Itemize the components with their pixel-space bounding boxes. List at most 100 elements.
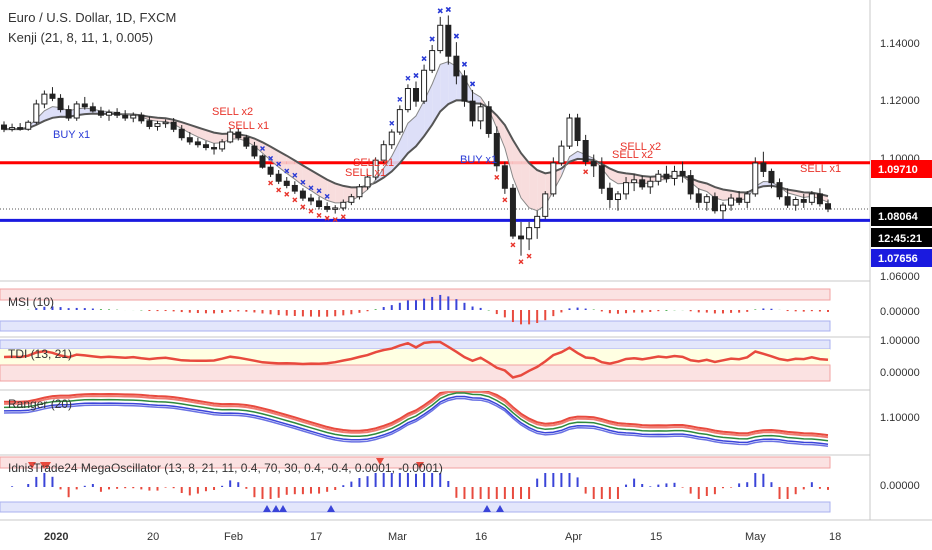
signal-x-marker <box>292 172 298 178</box>
candle-body <box>259 155 266 168</box>
candle <box>550 157 557 197</box>
kenji-band-segment <box>529 163 538 211</box>
candle-body <box>299 190 306 199</box>
signal-x-marker <box>453 33 459 39</box>
candle <box>509 184 516 239</box>
candle-body <box>404 88 411 111</box>
mega-oscillator-label[interactable]: IdnisTrade24 MegaOscillator (13, 8, 21, … <box>8 461 443 475</box>
candle-body <box>445 24 452 57</box>
time-tick: 15 <box>650 531 662 543</box>
signal-x-marker <box>284 168 290 174</box>
signal-label: BUY x1 <box>53 129 90 141</box>
candle <box>106 109 113 121</box>
candle-body <box>752 162 759 195</box>
candle <box>736 191 743 206</box>
signal-x-marker <box>389 120 395 126</box>
signal-x-marker <box>526 253 532 259</box>
kenji-band-segment <box>302 165 311 191</box>
signal-label: SELL x2 <box>612 149 653 161</box>
candle-body <box>485 106 492 134</box>
signal-label: SELL x2 <box>212 106 253 118</box>
svg-text:12:45:21: 12:45:21 <box>878 233 922 245</box>
candle <box>679 161 686 183</box>
candle <box>566 113 573 149</box>
blue-level-badge: 1.07656 <box>871 249 932 267</box>
ranger-band <box>3 395 829 445</box>
candle <box>542 191 549 220</box>
candle <box>768 168 775 189</box>
candle <box>122 110 129 121</box>
candle <box>485 101 492 138</box>
msi-label[interactable]: MSI (10) <box>8 295 54 309</box>
candle-body <box>219 141 226 150</box>
signal-x-marker <box>316 188 322 194</box>
signal-x-marker <box>332 217 338 223</box>
ranger-band <box>3 391 829 437</box>
mega-up-triangle <box>263 505 271 512</box>
signal-x-marker <box>300 179 306 185</box>
candle <box>518 221 525 256</box>
candle-body <box>429 50 436 71</box>
candle-body <box>283 180 290 186</box>
candle-body <box>211 147 218 150</box>
last-price-badge: 1.08064 <box>871 207 932 226</box>
mega-pane <box>0 456 831 513</box>
candle-body <box>493 132 500 167</box>
kenji-band-segment <box>521 153 530 208</box>
msi-pane <box>0 288 831 332</box>
candle-body <box>65 109 72 119</box>
candle-body <box>542 193 549 217</box>
candle-body <box>356 186 363 198</box>
candle-body <box>146 120 153 127</box>
candle-body <box>89 106 96 112</box>
candle-body <box>776 182 783 198</box>
ranger-label[interactable]: Ranger (20) <box>8 397 72 411</box>
kenji-indicator-label[interactable]: Kenji (21, 8, 11, 1, 0.005) <box>8 30 153 45</box>
signal-x-marker <box>421 56 427 62</box>
msi-axis-tick: 0.00000 <box>880 306 920 318</box>
kenji-band-segment <box>416 100 425 147</box>
time-axis[interactable]: 2020 20 Feb 17 Mar 16 Apr 15 May 18 <box>44 531 841 543</box>
signal-x-marker <box>510 242 516 248</box>
candle <box>81 96 88 110</box>
candle-body <box>122 114 129 119</box>
candle <box>647 177 654 194</box>
candle-body <box>421 69 428 102</box>
price-tick: 1.14000 <box>880 38 920 50</box>
kenji-band-segment <box>617 172 627 184</box>
candle <box>114 108 121 119</box>
candle-body <box>695 193 702 203</box>
candle-body <box>97 110 104 116</box>
red-level-badge: 1.09710 <box>871 160 932 178</box>
signal-label: SELL x1 <box>800 163 841 175</box>
signal-x-marker <box>340 214 346 220</box>
candle <box>332 205 339 214</box>
candle <box>154 120 161 131</box>
candle-body <box>534 215 541 229</box>
symbol-title[interactable]: Euro / U.S. Dollar, 1D, FXCM <box>8 10 176 25</box>
candle <box>614 191 621 211</box>
signal-x-marker <box>324 193 330 199</box>
candle-body <box>808 193 815 203</box>
signal-x-marker <box>308 208 314 214</box>
svg-text:1.09710: 1.09710 <box>878 164 918 176</box>
ranger-band <box>3 392 829 442</box>
signal-x-marker <box>502 197 508 203</box>
candle-body <box>728 197 735 206</box>
candle <box>437 16 444 54</box>
time-tick: 18 <box>829 531 841 543</box>
kenji-band-segment <box>391 140 400 172</box>
signal-x-marker <box>324 215 330 221</box>
candle <box>412 81 420 107</box>
candle-body <box>251 145 258 157</box>
signal-label: SELL x1 <box>353 157 394 169</box>
signal-x-marker <box>308 185 314 191</box>
kenji-band-segment <box>335 183 344 203</box>
candle <box>623 177 630 200</box>
tdi-label[interactable]: TDI (13, 21) <box>8 347 72 361</box>
ranger-axis-tick: 1.10000 <box>880 412 920 424</box>
candle-body <box>332 207 339 210</box>
mega-up-triangle <box>483 505 491 512</box>
signal-x-marker <box>300 204 306 210</box>
